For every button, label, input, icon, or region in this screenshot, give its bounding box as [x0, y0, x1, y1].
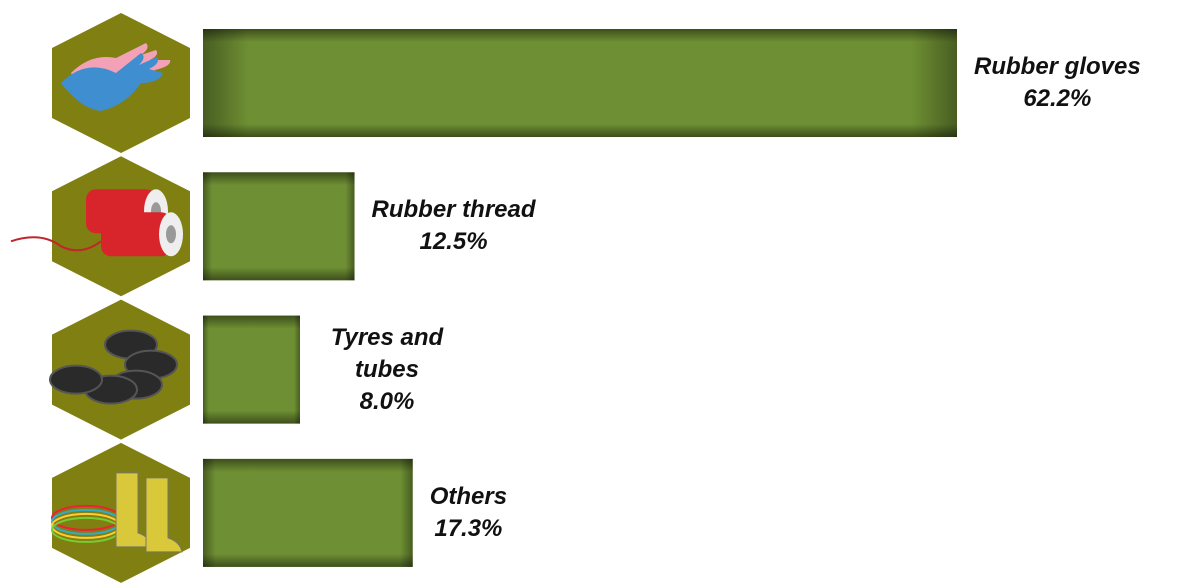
- category-label: Rubber thread: [371, 196, 536, 224]
- category-label: Others: [429, 482, 508, 510]
- value-label: 12.5%: [419, 228, 488, 256]
- category-label: Rubber gloves: [974, 53, 1141, 80]
- value-label: 8.0%: [359, 387, 415, 415]
- icon-hexagon: [52, 299, 190, 440]
- icon-boot: [145, 477, 183, 553]
- bar-label: Others 17.3%: [430, 481, 507, 545]
- bar-shade: [203, 458, 413, 567]
- value-label: 62.2%: [1023, 85, 1092, 112]
- icon-tyre: [49, 364, 103, 395]
- icon-thread: [10, 236, 102, 252]
- icon-spool: [101, 212, 171, 257]
- category-label: Tyres and tubes: [330, 323, 444, 383]
- icon-spool-hole: [166, 225, 176, 244]
- bar-shade: [203, 315, 300, 424]
- bar-shade: [203, 29, 957, 137]
- value-label: 17.3%: [434, 514, 503, 542]
- bar-label: Rubber gloves 62.2%: [974, 51, 1141, 115]
- bar-label: Tyres and tubes 8.0%: [317, 322, 457, 418]
- bar-label: Rubber thread 12.5%: [372, 194, 536, 258]
- bar-shade: [203, 172, 355, 281]
- icon-glove: [61, 53, 163, 111]
